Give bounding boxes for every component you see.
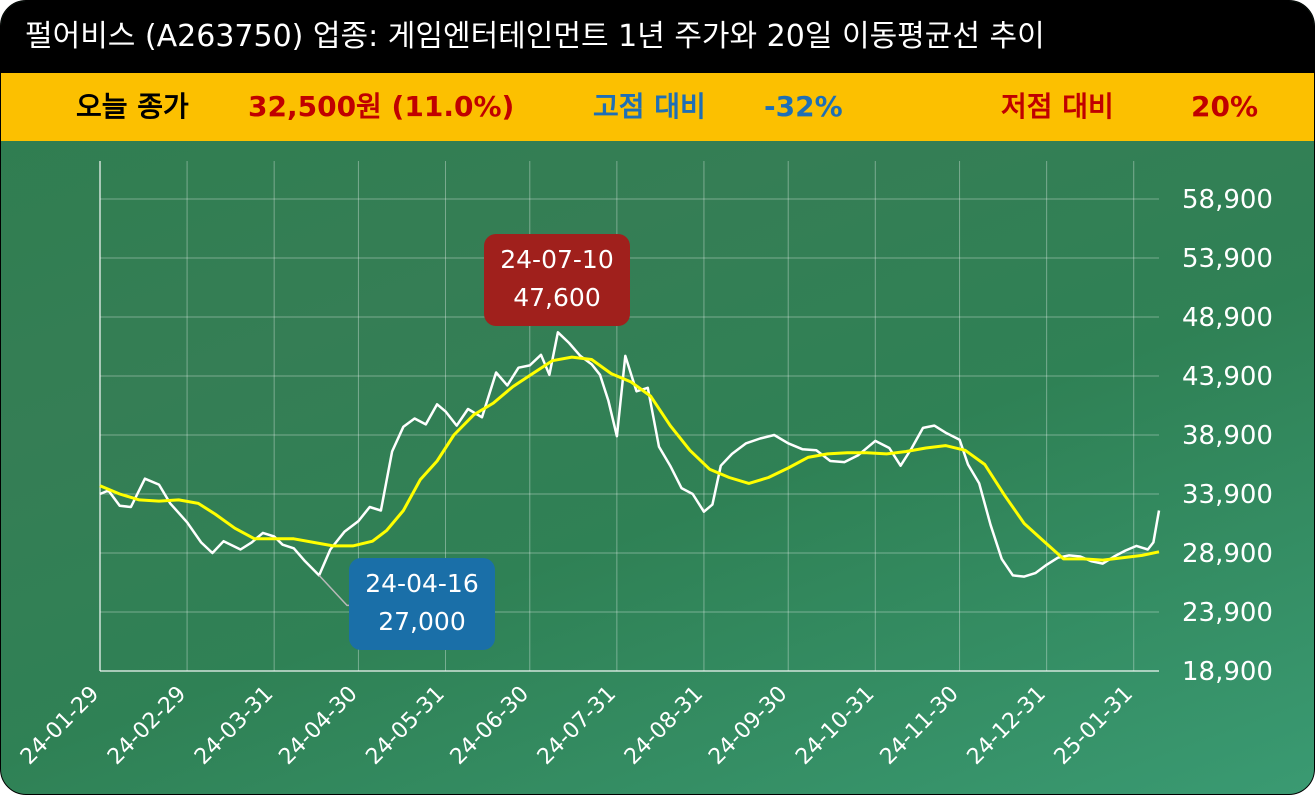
high-compare-value: -32% <box>764 90 843 123</box>
x-tick-label: 24-10-31 <box>791 682 879 770</box>
stock-price-chart: 58,900 53,900 48,900 43,900 38,900 33,900 28,9… <box>16 161 1273 770</box>
y-tick-label: 28,900 <box>1182 539 1273 569</box>
low-compare-value: 20% <box>1191 90 1259 123</box>
high-point-callout: 24-07-10 47,600 <box>484 234 630 326</box>
y-tick-label: 23,900 <box>1182 598 1273 628</box>
annotation-layer: 24-07-10 47,600 24-04-16 27,000 <box>318 234 630 650</box>
x-tick-label: 24-12-31 <box>963 682 1051 770</box>
y-tick-label: 38,900 <box>1182 421 1273 451</box>
title-bar: 펄어비스 (A263750) 업종: 게임엔터테인먼트 1년 주가와 20일 이… <box>1 1 1314 73</box>
low-callout-date: 24-04-16 <box>365 569 478 598</box>
price-line <box>99 331 1161 578</box>
y-tick-label: 58,900 <box>1182 185 1273 215</box>
stats-bar: 오늘 종가 32,500원 (11.0%) 고점 대비 -32% 저점 대비 2… <box>1 73 1314 141</box>
chart-title: 펄어비스 (A263750) 업종: 게임엔터테인먼트 1년 주가와 20일 이… <box>25 19 1045 54</box>
axis-layer: 58,900 53,900 48,900 43,900 38,900 33,900 28,9… <box>16 161 1273 770</box>
today-close-label: 오늘 종가 <box>76 90 189 123</box>
grid-layer <box>99 161 1159 672</box>
x-tick-label: 25-01-31 <box>1050 682 1138 770</box>
x-tick-label: 24-07-31 <box>533 682 621 770</box>
high-callout-value: 47,600 <box>513 283 600 312</box>
y-tick-label: 43,900 <box>1182 362 1273 392</box>
low-callout-box <box>349 558 495 650</box>
x-tick-label: 24-05-31 <box>361 682 449 770</box>
series-layer <box>99 331 1161 578</box>
high-compare-label: 고점 대비 <box>593 90 706 123</box>
y-tick-label: 48,900 <box>1182 303 1273 333</box>
y-tick-label: 33,900 <box>1182 480 1273 510</box>
x-tick-label: 24-01-29 <box>16 682 104 770</box>
y-tick-label: 53,900 <box>1182 244 1273 274</box>
moving-average-line <box>99 355 1160 562</box>
x-tick-label: 24-09-30 <box>704 682 792 770</box>
today-close-value: 32,500원 (11.0%) <box>248 90 515 123</box>
high-callout-box <box>484 234 630 326</box>
x-tick-label: 24-06-30 <box>446 682 534 770</box>
y-tick-label: 18,900 <box>1182 657 1273 687</box>
low-callout-value: 27,000 <box>378 607 465 636</box>
x-tick-label: 24-02-29 <box>103 682 191 770</box>
x-tick-label: 24-08-31 <box>620 682 708 770</box>
x-tick-label: 24-11-30 <box>876 682 964 770</box>
high-callout-date: 24-07-10 <box>500 245 613 274</box>
low-point-leader-line <box>318 574 349 607</box>
low-point-callout: 24-04-16 27,000 <box>349 558 495 650</box>
low-compare-label: 저점 대비 <box>1001 90 1114 123</box>
x-tick-label: 24-03-31 <box>190 682 278 770</box>
x-tick-label: 24-04-30 <box>274 682 362 770</box>
